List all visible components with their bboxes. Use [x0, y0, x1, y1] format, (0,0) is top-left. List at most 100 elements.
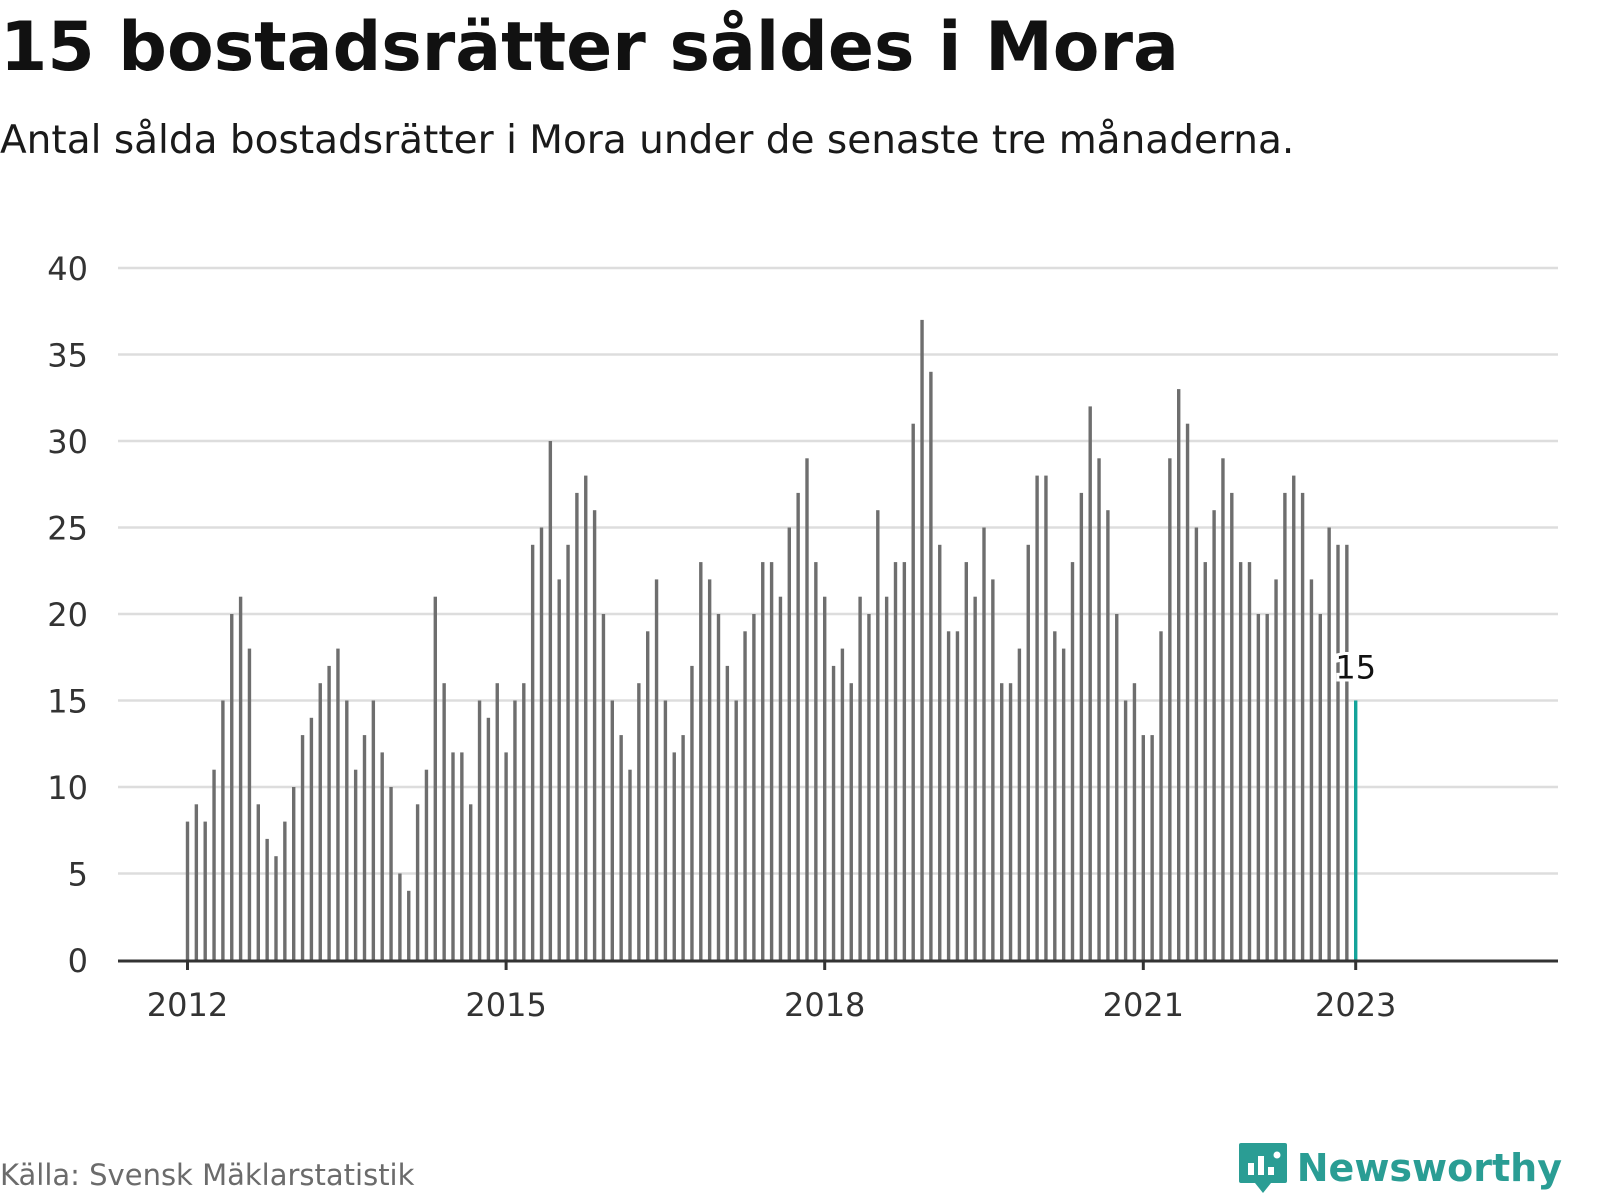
- gridlines: [118, 266, 1558, 875]
- bar: [1283, 492, 1287, 960]
- bar: [646, 631, 650, 960]
- bar: [707, 579, 712, 960]
- bar: [230, 614, 234, 960]
- y-tick-label: 30: [47, 423, 88, 461]
- bar: [1274, 579, 1278, 960]
- bar: [831, 665, 836, 960]
- bar: [769, 562, 774, 960]
- chart-subtitle: Antal sålda bostadsrätter i Mora under d…: [0, 118, 1295, 163]
- bar: [1194, 527, 1199, 960]
- bar: [265, 838, 269, 960]
- bar: [433, 596, 437, 960]
- bar: [805, 458, 809, 960]
- bar: [1336, 544, 1340, 960]
- bar: [973, 596, 977, 960]
- bar: [1203, 562, 1207, 960]
- bar: [1256, 614, 1261, 960]
- bar: [619, 735, 623, 960]
- bar: [1292, 475, 1296, 960]
- bar: [1265, 614, 1269, 960]
- bar: [1061, 648, 1066, 960]
- bar: [1000, 683, 1004, 960]
- bar: [274, 856, 278, 960]
- bar: [380, 752, 384, 960]
- y-tick-label: 5: [68, 856, 88, 894]
- bar: [911, 423, 915, 960]
- bar: [1026, 544, 1030, 960]
- bar: [628, 769, 632, 960]
- bar: [415, 804, 420, 960]
- bar: [1088, 406, 1092, 960]
- y-axis-ticks: 0 5 10 15 20 25 30 35 40: [47, 250, 88, 980]
- bar: [716, 614, 721, 960]
- bar: [1115, 614, 1119, 960]
- bar: [938, 544, 942, 960]
- bar: [1123, 700, 1128, 960]
- brand-logo: Newsworthy: [1237, 1143, 1562, 1193]
- bar: [761, 562, 765, 960]
- bar: [601, 614, 606, 960]
- bar: [1141, 735, 1145, 960]
- bar: [292, 787, 296, 960]
- bar: [238, 596, 243, 960]
- bar: [1017, 648, 1022, 960]
- bar: [734, 700, 738, 960]
- highlight-value-label: 15: [1335, 649, 1376, 687]
- bar: [1168, 458, 1172, 960]
- y-tick-label: 20: [47, 596, 88, 634]
- bar: [920, 319, 924, 960]
- bar: [1309, 579, 1314, 960]
- bar: [946, 631, 951, 960]
- bar: [1070, 562, 1075, 960]
- bar: [1318, 614, 1322, 960]
- bars: [185, 319, 1358, 961]
- bar-chart-logo-icon: [1238, 1143, 1287, 1193]
- bar: [407, 890, 411, 960]
- bar: [1212, 510, 1216, 960]
- bar: [681, 735, 685, 960]
- bar: [309, 717, 314, 960]
- bar: [1035, 475, 1039, 960]
- source-note: Källa: Svensk Mäklarstatistik: [0, 1158, 415, 1192]
- bar: [194, 804, 199, 960]
- bar: [849, 683, 853, 960]
- bar: [1327, 527, 1331, 960]
- bar: [1097, 458, 1101, 960]
- bar: [1008, 683, 1013, 960]
- bar: [1247, 562, 1252, 960]
- bar: [610, 700, 614, 960]
- bar: [637, 683, 641, 960]
- bar: [283, 821, 287, 960]
- bar: [336, 648, 340, 960]
- bar: [1177, 389, 1181, 961]
- y-tick-label: 15: [47, 683, 88, 721]
- bar: [371, 700, 376, 960]
- bar: [884, 596, 889, 960]
- x-tick-label: 2018: [784, 986, 865, 1024]
- bar: [787, 527, 791, 960]
- bar: [752, 614, 756, 960]
- bar: [575, 492, 579, 960]
- bar: [1345, 544, 1349, 960]
- bar: [300, 735, 305, 960]
- bar: [1221, 458, 1225, 960]
- bar: [362, 735, 367, 960]
- bar: [796, 492, 800, 960]
- x-tick-label: 2021: [1103, 986, 1184, 1024]
- bar: [327, 665, 331, 960]
- x-tick-label: 2015: [465, 986, 546, 1024]
- bar: [592, 510, 597, 960]
- bar: [522, 683, 526, 960]
- x-tick-label: 2012: [147, 986, 228, 1024]
- y-tick-label: 40: [47, 250, 88, 288]
- bar: [203, 821, 207, 960]
- bar: [256, 804, 260, 960]
- bar: [672, 752, 676, 960]
- bar: [840, 648, 845, 960]
- bar: [486, 717, 491, 960]
- bar: [876, 510, 880, 960]
- bar: [548, 441, 553, 960]
- data-labels: 15: [1332, 646, 1379, 690]
- bar: [185, 821, 190, 960]
- bar: [1150, 735, 1154, 960]
